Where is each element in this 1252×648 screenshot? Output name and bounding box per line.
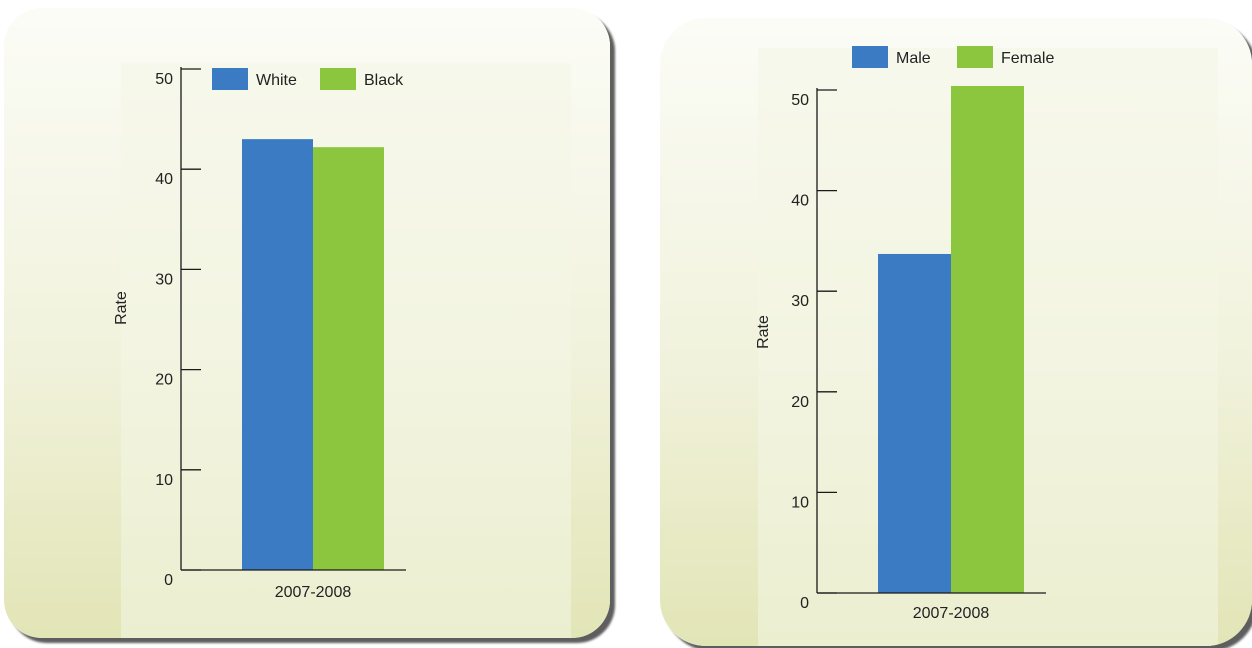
chart-panel-right: 0 10 20 30 40 50 2007-2008 Rate Male Female <box>660 18 1252 646</box>
chart-panel-left: 0 10 20 30 40 50 2007-2008 Rate White Black <box>4 8 610 638</box>
y-tick-label: 0 <box>800 595 809 612</box>
chart-sex: 0 10 20 30 40 50 2007-2008 Rate Male Female <box>755 46 1218 646</box>
y-tick-label: 0 <box>164 572 173 589</box>
y-tick-label: 20 <box>791 394 809 411</box>
legend-swatch-white <box>212 68 248 90</box>
legend-swatch-male <box>852 46 888 68</box>
legend-label-female: Female <box>1001 50 1054 67</box>
y-tick-label: 30 <box>791 293 809 310</box>
bar-black-0 <box>313 147 384 570</box>
y-tick-label: 40 <box>155 171 173 188</box>
y-axis-title: Rate <box>113 291 130 325</box>
legend-label-black: Black <box>364 72 404 89</box>
x-tick-label: 2007-2008 <box>275 584 352 601</box>
y-tick-label: 20 <box>155 372 173 389</box>
legend-label-male: Male <box>896 50 931 67</box>
y-tick-label: 30 <box>155 271 173 288</box>
bar-male-0 <box>878 253 951 593</box>
y-tick-label: 50 <box>155 71 173 88</box>
y-tick-label: 40 <box>791 193 809 210</box>
y-axis-title: Rate <box>755 315 772 349</box>
chart-race: 0 10 20 30 40 50 2007-2008 Rate White Black <box>113 63 571 638</box>
y-tick-label: 10 <box>791 494 809 511</box>
y-tick-label: 10 <box>155 472 173 489</box>
y-tick-label: 50 <box>791 92 809 109</box>
legend-swatch-black <box>320 68 356 90</box>
legend-swatch-female <box>957 46 993 68</box>
bar-female-0 <box>951 85 1024 593</box>
legend-label-white: White <box>256 72 297 89</box>
x-tick-label: 2007-2008 <box>913 605 990 622</box>
bar-white-0 <box>242 139 313 570</box>
